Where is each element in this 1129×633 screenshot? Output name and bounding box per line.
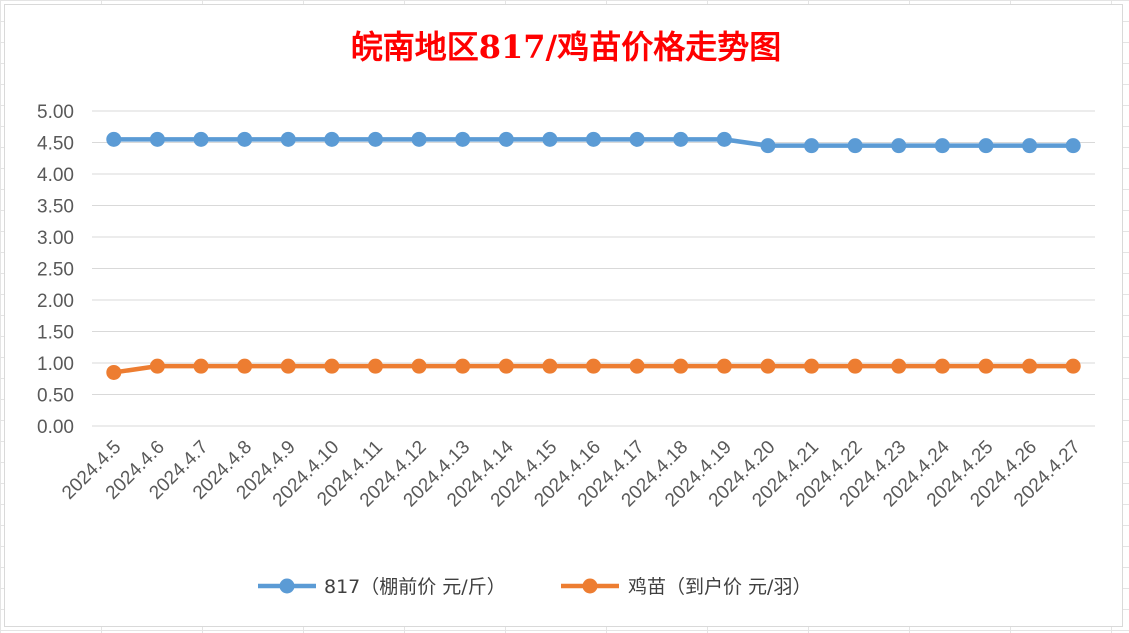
data-point — [760, 138, 776, 154]
chart-area[interactable] — [4, 4, 1123, 627]
data-point — [804, 138, 820, 154]
legend-item: 鸡苗（到户价 元/羽） — [561, 576, 811, 598]
data-point — [586, 358, 601, 374]
data-point — [193, 358, 209, 374]
data-point — [542, 358, 558, 374]
y-tick-label: 4.00 — [37, 165, 74, 186]
data-point — [1022, 358, 1038, 374]
data-point — [367, 358, 383, 374]
data-point — [934, 358, 950, 374]
data-point — [1022, 138, 1038, 154]
data-point — [673, 358, 689, 374]
data-point — [847, 138, 863, 154]
data-point — [629, 358, 645, 374]
data-point — [1065, 358, 1081, 374]
y-tick-label: 2.50 — [37, 260, 74, 281]
data-point — [237, 358, 253, 374]
data-point — [760, 358, 776, 374]
y-tick-label: 2.00 — [37, 291, 74, 312]
data-point — [106, 131, 122, 147]
data-point — [716, 131, 732, 147]
x-axis-ticks: 2024.4.52024.4.62024.4.72024.4.82024.4.9… — [58, 436, 1085, 511]
y-tick-label: 5.00 — [37, 102, 74, 123]
data-point — [237, 131, 253, 147]
legend: 817（棚前价 元/斤） 鸡苗（到户价 元/羽） — [258, 576, 811, 598]
data-point — [455, 131, 471, 147]
data-point — [891, 358, 907, 374]
series-lines — [106, 131, 1081, 380]
data-point — [542, 131, 558, 147]
data-point — [673, 131, 689, 147]
data-point — [455, 358, 471, 374]
data-point — [891, 138, 907, 154]
data-point — [586, 131, 601, 147]
data-point — [847, 358, 863, 374]
data-point — [978, 358, 994, 374]
data-point — [716, 358, 732, 374]
legend-swatch-marker — [279, 578, 295, 594]
data-point — [804, 358, 820, 374]
data-point — [280, 131, 296, 147]
data-point — [280, 358, 296, 374]
y-tick-label: 1.50 — [37, 323, 74, 344]
data-point — [324, 358, 340, 374]
series-1 — [106, 131, 1081, 154]
data-point — [629, 131, 645, 147]
data-point — [193, 131, 209, 147]
legend-label: 817（棚前价 元/斤） — [324, 576, 506, 598]
data-point — [411, 358, 427, 374]
y-tick-label: 0.00 — [37, 417, 74, 438]
data-point — [498, 131, 514, 147]
y-tick-label: 3.50 — [37, 197, 74, 218]
data-point — [411, 131, 427, 147]
data-point — [324, 131, 340, 147]
data-point — [149, 131, 165, 147]
data-point — [498, 358, 514, 374]
y-tick-label: 4.50 — [37, 134, 74, 155]
data-point — [934, 138, 950, 154]
legend-item: 817（棚前价 元/斤） — [258, 576, 506, 598]
chart-title: 皖南地区817/鸡苗价格走势图 — [351, 28, 782, 66]
data-point — [106, 364, 122, 380]
data-point — [1065, 138, 1081, 154]
data-point — [978, 138, 994, 154]
data-point — [367, 131, 383, 147]
y-tick-label: 1.00 — [37, 354, 74, 375]
y-tick-label: 0.50 — [37, 386, 74, 407]
gridlines — [92, 110, 1095, 427]
y-tick-label: 3.00 — [37, 228, 74, 249]
legend-label: 鸡苗（到户价 元/羽） — [628, 576, 811, 598]
series-2 — [106, 358, 1081, 380]
legend-swatch-marker — [582, 578, 598, 594]
data-point — [149, 358, 165, 374]
y-axis-ticks: 0.00 0.50 1.00 1.50 2.00 2.50 3.00 3.50 4.00 4.50… — [37, 102, 74, 438]
